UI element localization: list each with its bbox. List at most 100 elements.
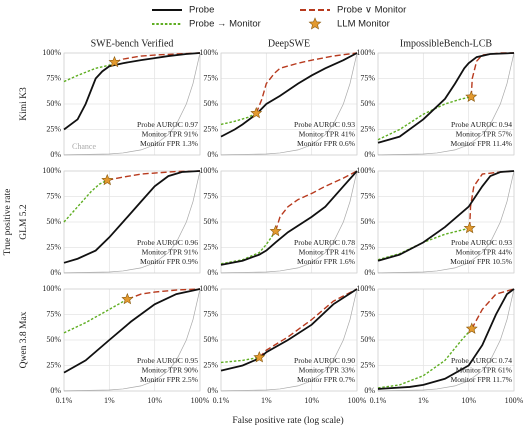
monitor-marker [465,90,478,102]
annotation: Monitor FPR 11.7% [450,375,512,384]
annotation: Monitor FPR 0.9% [140,257,199,266]
y-tick-label: 50% [46,99,61,108]
annotation: Monitor TPR 57% [456,129,513,138]
y-tick-label: 0% [364,268,375,277]
panel-frame [220,52,358,156]
y-tick-label: 75% [360,191,375,200]
annotation: Monitor TPR 91% [142,129,199,138]
y-tick-label: 25% [46,124,61,133]
y-tick-label: 75% [360,73,375,82]
x-tick-label: 1% [261,396,272,405]
annotation: Monitor FPR 1.3% [140,139,199,148]
y-tick-label: 100% [42,166,61,175]
annotation: Probe AUROC 0.96 [137,238,198,247]
roc-line [127,288,201,300]
row-label: Qwen 3.8 Max [19,311,29,368]
row-label: Kimi K3 [19,87,29,121]
y-tick-label: 25% [46,242,61,251]
y-tick-label: 100% [356,166,375,175]
panel-frame [377,288,515,392]
y-tick-label: 0% [207,268,218,277]
panel-frame [220,170,358,274]
chance-line [377,288,515,392]
roc-line [220,356,260,364]
roc-line [377,52,515,144]
chance-label: Chance [72,142,96,151]
y-tick-label: 25% [203,360,218,369]
y-tick-label: 50% [360,335,375,344]
x-tick-label: 0.1% [213,396,230,405]
y-tick-label: 75% [46,309,61,318]
annotation: Monitor FPR 11.4% [450,139,512,148]
y-tick-label: 25% [46,360,61,369]
legend-marker [308,17,322,30]
y-tick-label: 50% [46,217,61,226]
y-tick-label: 0% [207,150,218,159]
roc-line [220,230,277,265]
annotation: Monitor FPR 0.6% [297,139,356,148]
y-tick-label: 100% [199,48,218,57]
y-tick-label: 100% [356,284,375,293]
roc-line [377,328,473,389]
x-tick-label: 100% [191,396,210,405]
annotation: Probe AUROC 0.95 [137,356,198,365]
roc-line [377,96,472,141]
y-tick-label: 75% [203,309,218,318]
panel-title: ImpossibleBench-LCB [400,38,493,49]
x-tick-label: 100% [505,396,524,405]
chance-line [63,52,201,156]
roc-line [63,179,108,223]
y-axis-label: True positive rate [3,189,13,256]
annotation: Monitor FPR 1.6% [297,257,356,266]
y-tick-label: 25% [203,242,218,251]
roc-line [63,61,115,83]
y-tick-label: 100% [42,284,61,293]
panel-frame [63,288,201,392]
panel-frame [220,288,358,392]
y-tick-label: 50% [203,217,218,226]
annotation: Monitor TPR 61% [456,365,513,374]
panel-frame [377,52,515,156]
annotation: Probe AUROC 0.93 [451,238,512,247]
y-tick-label: 50% [360,99,375,108]
annotation: Probe AUROC 0.93 [294,120,355,129]
annotation: Monitor TPR 44% [456,247,513,256]
annotation: Probe AUROC 0.94 [451,120,512,129]
y-tick-label: 75% [360,309,375,318]
y-tick-label: 50% [203,99,218,108]
x-tick-label: 10% [304,396,319,405]
roc-line [377,288,515,390]
chance-line [63,170,201,274]
x-tick-label: 0.1% [370,396,387,405]
y-tick-label: 100% [356,48,375,57]
y-tick-label: 0% [207,386,218,395]
y-tick-label: 0% [50,150,61,159]
annotation: Monitor FPR 0.7% [297,375,356,384]
y-tick-label: 0% [364,386,375,395]
monitor-marker [253,351,266,363]
roc-line [220,288,358,372]
annotation: Monitor TPR 41% [299,129,356,138]
annotation: Monitor TPR 33% [299,365,356,374]
roc-line [470,52,514,97]
y-tick-label: 75% [203,191,218,200]
x-tick-label: 1% [104,396,115,405]
roc-line [63,170,201,264]
roc-line [220,170,358,266]
roc-line [258,288,358,358]
annotation: Probe AUROC 0.74 [451,356,512,365]
legend-label: LLM Monitor [337,19,390,30]
row-label: GLM 5.2 [19,204,29,240]
panel-frame [377,170,515,274]
y-tick-label: 75% [46,73,61,82]
panel-frame [63,52,201,156]
chance-line [220,52,358,156]
annotation: Probe AUROC 0.78 [294,238,355,247]
annotation: Monitor TPR 91% [142,247,199,256]
x-tick-label: 10% [147,396,162,405]
y-tick-label: 50% [46,335,61,344]
x-tick-label: 1% [418,396,429,405]
y-tick-label: 25% [360,124,375,133]
